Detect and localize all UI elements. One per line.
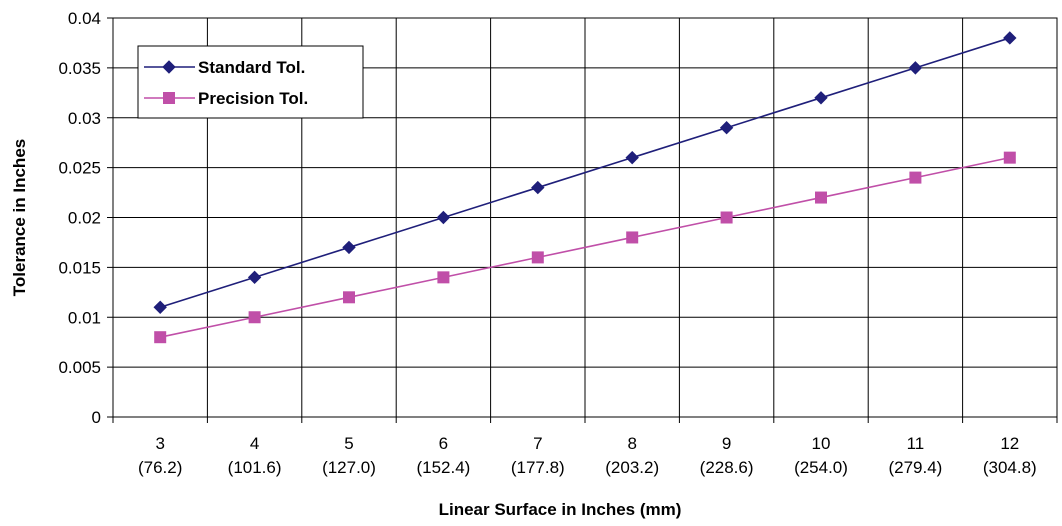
x-tick-sublabel: (304.8) [983, 458, 1037, 477]
data-point [909, 171, 922, 184]
data-point [531, 251, 544, 264]
data-point [343, 291, 355, 304]
y-tick-label: 0.035 [58, 59, 101, 78]
y-tick-label: 0.015 [58, 258, 101, 277]
data-point [814, 91, 828, 105]
data-point [153, 300, 167, 314]
data-point [908, 61, 923, 75]
data-point [625, 150, 639, 165]
x-tick-sublabel: (279.4) [888, 458, 942, 477]
x-tick-sublabel: (76.2) [138, 458, 182, 477]
y-tick-labels: 0 0.005 0.01 0.015 0.02 0.025 0.03 0.035 0.04 [58, 9, 101, 427]
x-tick-sublabel: (228.6) [700, 458, 754, 477]
data-point [248, 311, 261, 324]
x-tick-label: 9 [722, 434, 731, 453]
x-tick-label: 11 [907, 434, 925, 453]
data-point [342, 240, 356, 255]
series-line [159, 37, 1011, 309]
y-tick-label: 0.04 [68, 9, 101, 28]
y-tick-label: 0.02 [68, 209, 101, 228]
y-tick-label: 0.01 [68, 308, 101, 327]
x-tick-label: 10 [812, 434, 831, 453]
x-tick-sublabel: (254.0) [794, 458, 848, 477]
x-tick-sublabel: (127.0) [322, 458, 376, 477]
x-tick-label: 7 [533, 434, 542, 453]
x-axis-title: Linear Surface in Inches (mm) [439, 500, 682, 519]
data-point [436, 210, 451, 225]
x-tick-sublabel: (101.6) [228, 458, 282, 477]
legend-box [137, 45, 364, 119]
x-tick-label: 4 [250, 434, 259, 453]
x-tick-label: 6 [439, 434, 448, 453]
data-point [531, 180, 545, 195]
x-tick-sublabel: (203.2) [605, 458, 659, 477]
x-tick-sublabel: (177.8) [511, 458, 565, 477]
x-tick-label: 3 [155, 434, 164, 453]
x-tick-label: 5 [344, 434, 353, 453]
data-point [247, 270, 262, 285]
data-point [815, 191, 827, 204]
y-tick-label: 0.025 [58, 159, 101, 178]
legend-swatch-marker [162, 60, 176, 74]
legend-swatch-marker [163, 92, 175, 104]
x-tick-label: 12 [1000, 434, 1019, 453]
x-tick-label: 8 [627, 434, 636, 453]
y-tick-label: 0.005 [58, 358, 101, 377]
axis-ticks [107, 17, 1058, 423]
legend-item: Precision Tol. [144, 89, 308, 108]
data-point [719, 121, 734, 135]
data-point [626, 231, 639, 244]
legend-label: Precision Tol. [198, 89, 308, 108]
y-tick-label: 0 [92, 408, 101, 427]
data-point [1003, 31, 1017, 45]
x-tick-labels: 3 (76.2) 4 (101.6) 5 (127.0) 6 (152.4) 7 (177.8) 8… [138, 434, 1037, 477]
data-point [154, 331, 167, 344]
data-point [1003, 151, 1016, 164]
data-point [437, 271, 450, 284]
data-point [720, 211, 733, 224]
y-axis-title: Tolerance in Inches [10, 139, 29, 296]
x-tick-sublabel: (152.4) [416, 458, 470, 477]
series-diamond [153, 31, 1017, 314]
legend-item: Standard Tol. [144, 58, 305, 77]
series-line [160, 156, 1010, 338]
legend: Standard Tol. Precision Tol. [137, 45, 364, 119]
legend-label: Standard Tol. [198, 58, 305, 77]
data-series [153, 31, 1017, 344]
y-tick-label: 0.03 [68, 109, 101, 128]
series-square [154, 151, 1016, 344]
